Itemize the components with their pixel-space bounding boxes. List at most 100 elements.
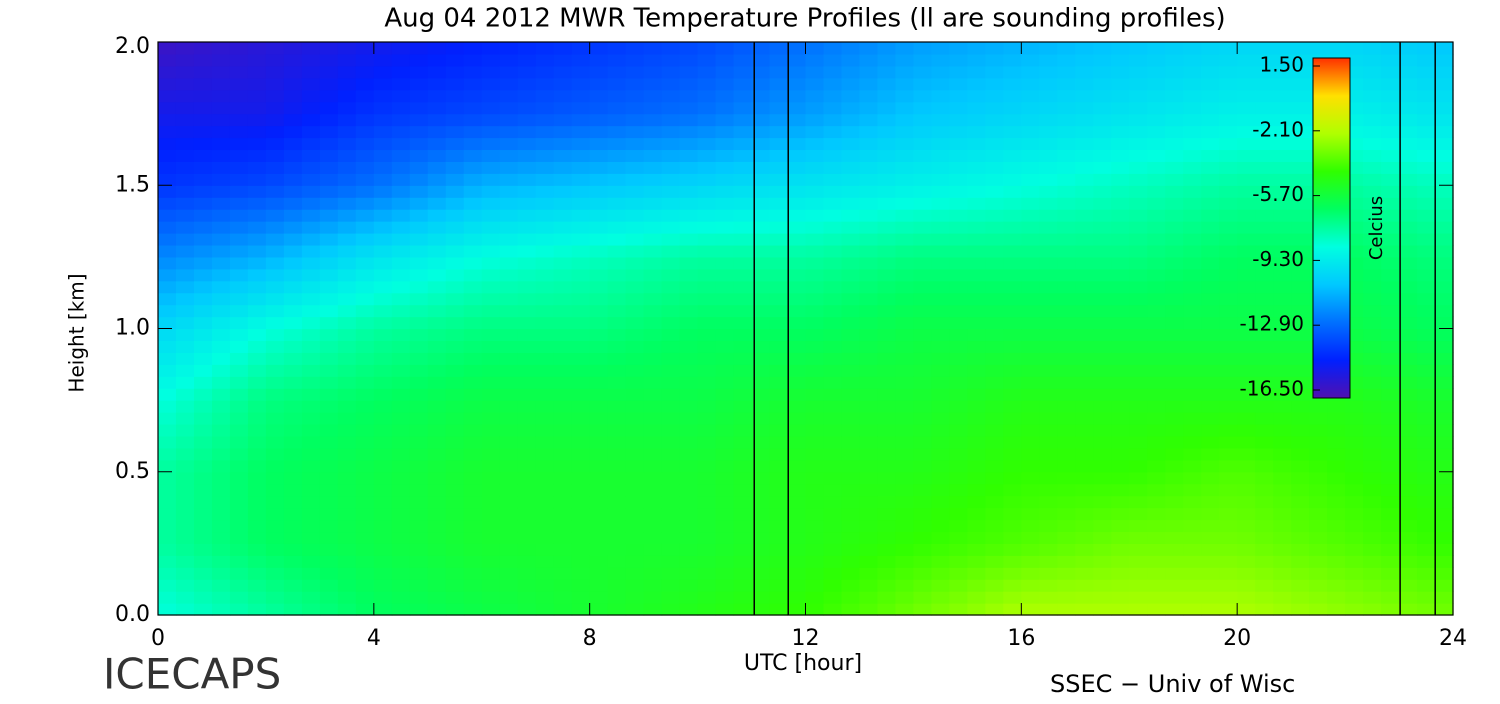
heatmap-cell: [877, 77, 897, 91]
heatmap-cell: [1147, 471, 1166, 485]
heatmap-cell: [1057, 113, 1076, 127]
heatmap-cell: [625, 77, 645, 91]
heatmap-cell: [1075, 77, 1094, 91]
heatmap-cell: [1075, 519, 1094, 533]
heatmap-cell: [355, 268, 375, 282]
heatmap-cell: [1417, 459, 1436, 473]
heatmap-cell: [625, 244, 645, 258]
heatmap-cell: [553, 221, 573, 234]
heatmap-cell: [193, 292, 213, 306]
heatmap-cell: [211, 173, 231, 186]
heatmap-cell: [1363, 316, 1382, 330]
heatmap-cell: [1435, 316, 1454, 330]
heatmap-cell: [158, 256, 177, 270]
heatmap-cell: [1435, 424, 1454, 437]
heatmap-cell: [805, 543, 825, 556]
heatmap-cell: [158, 507, 177, 521]
heatmap-cell: [553, 435, 573, 449]
heatmap-cell: [895, 197, 915, 210]
heatmap-cell: [949, 77, 968, 91]
heatmap-cell: [1003, 328, 1022, 342]
heatmap-cell: [715, 89, 735, 103]
heatmap-cell: [1255, 125, 1274, 139]
heatmap-cell: [1039, 268, 1058, 282]
heatmap-cell: [1219, 113, 1238, 127]
heatmap-cell: [985, 125, 1004, 139]
heatmap-cell: [409, 424, 429, 437]
heatmap-cell: [661, 304, 681, 318]
heatmap-cell: [175, 591, 195, 604]
heatmap-cell: [158, 101, 177, 115]
heatmap-cell: [607, 328, 627, 342]
heatmap-cell: [1237, 221, 1256, 234]
heatmap-cell: [877, 137, 897, 151]
heatmap-cell: [1399, 137, 1418, 151]
heatmap-cell: [1165, 221, 1184, 234]
heatmap-cell: [283, 65, 303, 79]
heatmap-cell: [463, 495, 483, 509]
heatmap-cell: [1165, 89, 1184, 103]
heatmap-cell: [571, 459, 591, 473]
heatmap-cell: [589, 579, 609, 592]
heatmap-cell: [661, 483, 681, 497]
heatmap-cell: [625, 304, 645, 318]
heatmap-cell: [1147, 173, 1166, 186]
heatmap-cell: [229, 221, 249, 234]
heatmap-cell: [1003, 304, 1022, 318]
heatmap-cell: [409, 233, 429, 246]
heatmap-cell: [175, 459, 195, 473]
heatmap-cell: [193, 424, 213, 437]
heatmap-cell: [373, 603, 393, 616]
heatmap-cell: [1435, 531, 1454, 544]
heatmap-cell: [409, 244, 429, 258]
heatmap-cell: [265, 412, 285, 425]
heatmap-cell: [355, 161, 375, 174]
heatmap-cell: [841, 471, 861, 485]
heatmap-cell: [823, 113, 843, 127]
heatmap-cell: [949, 304, 968, 318]
heatmap-cell: [463, 137, 483, 151]
heatmap-cell: [913, 603, 933, 616]
heatmap-cell: [283, 173, 303, 186]
heatmap-cell: [463, 328, 483, 342]
heatmap-cell: [1273, 471, 1292, 485]
heatmap-cell: [1201, 113, 1220, 127]
heatmap-cell: [1435, 519, 1454, 533]
heatmap-cell: [1057, 280, 1076, 294]
heatmap-cell: [481, 471, 501, 485]
heatmap-cell: [571, 77, 591, 91]
heatmap-cell: [427, 244, 447, 258]
heatmap-cell: [985, 42, 1004, 55]
heatmap-cell: [1003, 579, 1022, 592]
heatmap-cell: [823, 125, 843, 139]
heatmap-cell: [931, 603, 950, 616]
heatmap-cell: [1417, 412, 1436, 425]
heatmap-cell: [265, 603, 285, 616]
heatmap-cell: [1129, 364, 1148, 377]
heatmap-cell: [643, 555, 663, 568]
heatmap-cell: [1075, 89, 1094, 103]
heatmap-cell: [913, 340, 933, 353]
heatmap-cell: [445, 567, 465, 580]
heatmap-cell: [265, 364, 285, 377]
heatmap-cell: [1093, 161, 1112, 174]
heatmap-cell: [1075, 280, 1094, 294]
heatmap-cell: [1039, 221, 1058, 234]
heatmap-cell: [553, 352, 573, 365]
heatmap-cell: [1111, 101, 1130, 115]
heatmap-cell: [661, 388, 681, 401]
heatmap-cell: [1381, 376, 1400, 389]
heatmap-cell: [787, 89, 807, 103]
heatmap-cell: [175, 89, 195, 103]
heatmap-cell: [1075, 316, 1094, 330]
heatmap-cell: [1435, 591, 1454, 604]
heatmap-cell: [193, 471, 213, 485]
heatmap-cell: [1201, 400, 1220, 413]
heatmap-cell: [1003, 280, 1022, 294]
heatmap-cell: [211, 495, 231, 509]
heatmap-cell: [1381, 42, 1400, 55]
heatmap-cell: [1183, 316, 1202, 330]
heatmap-cell: [913, 579, 933, 592]
heatmap-cell: [229, 555, 249, 568]
heatmap-cell: [445, 364, 465, 377]
